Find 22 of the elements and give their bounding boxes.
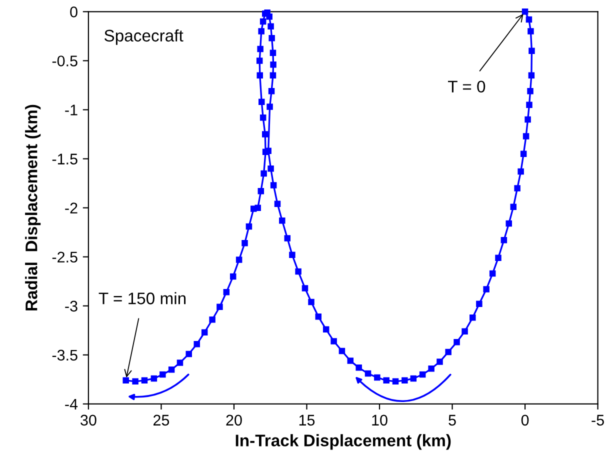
annotation: T = 150 min [98,292,186,304]
x-tick-label: 15 [299,414,315,426]
y-tick-label: -3 [65,300,78,312]
x-tick-label: 5 [448,414,456,426]
y-tick-label: -1.5 [52,154,78,164]
y-tick-label: 0 [70,6,78,18]
annotation: T = 0 [448,80,486,93]
x-tick-label: 10 [372,414,388,426]
y-tick-label: -0.5 [52,56,78,66]
y-tick-label: -4 [65,398,78,410]
x-axis-title: In-Track Displacement (km) [236,434,451,450]
y-tick-label: -2.5 [52,252,78,263]
y-tick-label: -1 [65,104,78,116]
x-tick-label: 30 [80,414,96,426]
x-tick-label: 0 [521,414,529,426]
y-tick-label: -2 [65,202,78,214]
y-tick-label: -3.5 [52,350,78,361]
x-tick-label: 25 [153,414,170,426]
x-tick-label: 20 [226,414,242,426]
x-tick-label: -5 [592,414,604,426]
annotation: Spacecraft [104,29,184,45]
y-axis-title: Radial Displacement (km) [25,104,41,310]
